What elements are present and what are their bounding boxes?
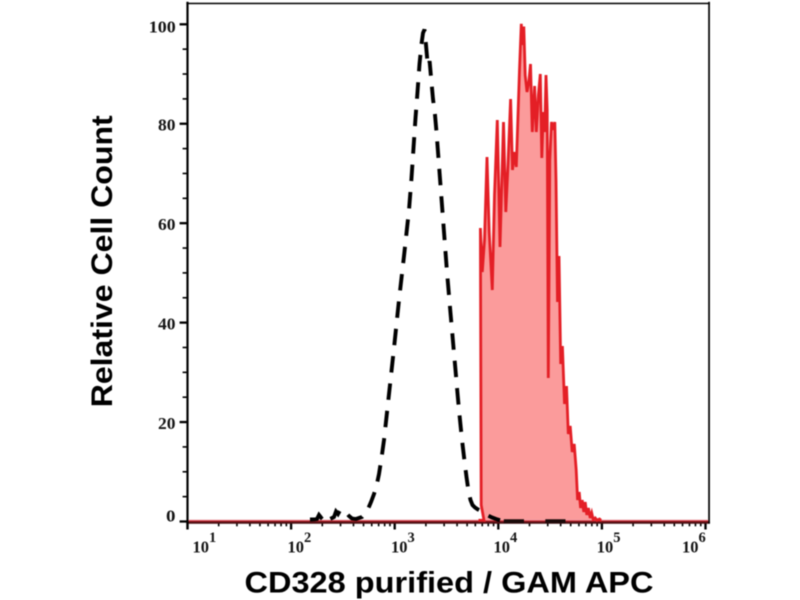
svg-text:0: 0 bbox=[166, 506, 176, 525]
svg-text:40: 40 bbox=[158, 315, 176, 334]
svg-text:100: 100 bbox=[149, 17, 176, 36]
svg-text:20: 20 bbox=[158, 414, 176, 433]
svg-text:80: 80 bbox=[158, 116, 176, 135]
svg-text:CD328 purified / GAM APC: CD328 purified / GAM APC bbox=[245, 566, 654, 599]
svg-text:106: 106 bbox=[682, 530, 706, 557]
svg-text:102: 102 bbox=[288, 530, 312, 557]
svg-text:103: 103 bbox=[391, 530, 415, 557]
svg-text:105: 105 bbox=[597, 530, 621, 557]
svg-text:101: 101 bbox=[193, 530, 217, 557]
svg-text:60: 60 bbox=[158, 215, 176, 234]
svg-text:104: 104 bbox=[494, 530, 518, 557]
svg-text:Relative Cell Count: Relative Cell Count bbox=[86, 115, 119, 407]
